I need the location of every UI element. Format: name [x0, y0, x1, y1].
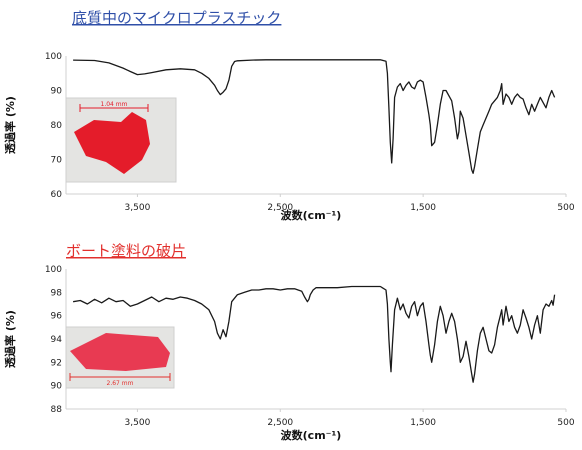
- chart-2-y-tick-label: 92: [51, 358, 62, 368]
- chart-1-scale-label: 1.04 mm: [101, 101, 128, 108]
- chart-2-x-axis-label: 波数(cm⁻¹): [281, 428, 342, 442]
- chart-2-scale-label: 2.67 mm: [107, 380, 134, 387]
- chart-1-x-axis-label: 波数(cm⁻¹): [281, 208, 342, 222]
- chart-2-series-line: [72, 285, 556, 383]
- chart-2-fragment-shape: [70, 333, 170, 371]
- chart-1-y-tick-label: 60: [51, 190, 63, 200]
- chart-1-x-tick-label: 500: [557, 203, 574, 213]
- chart-1-x-tick-label: 2,500: [267, 203, 293, 213]
- chart-1-inset-photo: 1.04 mm: [65, 97, 177, 183]
- chart-2-x-tick-label: 3,500: [125, 418, 151, 428]
- chart-2-y-axis-label: 透過率 (%): [3, 310, 17, 368]
- chart-2-y-tick-label: 94: [51, 335, 63, 345]
- chart-2-y-tick-label: 100: [45, 265, 62, 275]
- chart-1-fragment-shape: [74, 112, 150, 174]
- chart-2-y-tick-label: 90: [51, 382, 63, 392]
- chart-1-y-axis-label: 透過率 (%): [3, 96, 17, 154]
- chart-2-x-tick-label: 500: [557, 418, 574, 428]
- chart-1-title: 底質中のマイクロプラスチック: [72, 9, 281, 27]
- chart-1-x-tick-label: 3,500: [125, 203, 151, 213]
- chart-2-inset-photo: 2.67 mm: [65, 326, 175, 389]
- chart-1-y-tick-label: 80: [51, 121, 63, 131]
- chart-2-x-tick-label: 2,500: [267, 418, 293, 428]
- chart-1-y-tick-label: 70: [51, 156, 63, 166]
- chart-1-y-tick-label: 90: [51, 87, 63, 97]
- chart-1-series-line: [73, 59, 556, 174]
- chart-2-y-tick-label: 98: [51, 288, 63, 298]
- chart-2-y-tick-label: 96: [51, 312, 63, 322]
- chart-2-title: ボート塗料の破片: [66, 242, 186, 260]
- chart-1-x-tick-label: 1,500: [410, 203, 436, 213]
- chart-2-y-tick-label: 88: [51, 405, 63, 415]
- chart-1-y-tick-label: 100: [45, 52, 62, 62]
- chart-2-x-tick-label: 1,500: [410, 418, 436, 428]
